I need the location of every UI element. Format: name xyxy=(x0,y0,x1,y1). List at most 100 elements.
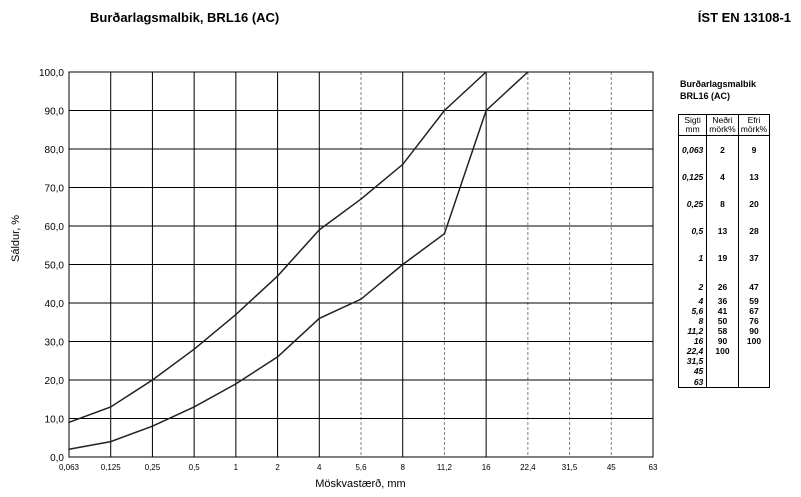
sieve-limits-table: Sigti mm Neðri mörk% Efri mörk% 0,063 2 9 0… xyxy=(677,114,771,388)
cell-lower xyxy=(706,355,739,366)
x-tick-label: 0,063 xyxy=(59,463,80,472)
upper-limit-point xyxy=(360,198,362,200)
x-tick-label: 22,4 xyxy=(520,463,536,472)
cell-sieve: 0,25 xyxy=(677,181,708,209)
col-header-upper: Efri mörk% xyxy=(737,114,771,136)
lower-limit-point xyxy=(68,448,70,451)
cell-upper xyxy=(737,355,771,366)
lower-limit-point xyxy=(276,356,279,358)
col-header-sieve: Sigti mm xyxy=(677,114,708,136)
table-row: 22,4 100 xyxy=(677,345,771,356)
y-tick-label: 60,0 xyxy=(45,222,65,233)
cell-upper: 28 xyxy=(737,208,771,236)
table-row: 0,5 13 28 xyxy=(677,208,771,236)
cell-lower: 100 xyxy=(706,345,739,356)
cell-lower: 58 xyxy=(706,325,739,336)
cell-lower: 26 xyxy=(706,262,739,292)
x-tick-label: 1 xyxy=(234,463,239,472)
cell-upper: 76 xyxy=(737,315,771,326)
y-axis-label: Sáldur, % xyxy=(10,214,22,262)
col-header-lower-line2: mörk% xyxy=(709,124,736,134)
x-tick-label: 45 xyxy=(607,463,616,472)
lower-limit-point xyxy=(360,298,362,300)
cell-upper: 37 xyxy=(737,235,771,263)
table-row: 31,5 xyxy=(677,355,771,366)
cell-sieve: 8 xyxy=(677,315,708,326)
col-header-upper-line1: Efri xyxy=(747,115,761,125)
x-axis-label: Möskvastærð, mm xyxy=(315,478,406,490)
lower-limit-point xyxy=(193,406,195,408)
upper-limit-point xyxy=(318,229,321,231)
x-tick-label: 4 xyxy=(317,463,322,472)
x-tick-label: 5,6 xyxy=(355,463,367,472)
y-tick-label: 10,0 xyxy=(45,415,65,426)
upper-limit-point xyxy=(443,109,446,112)
cell-sieve: 0,5 xyxy=(677,208,708,236)
lower-limit-point xyxy=(527,71,529,73)
table-row: 0,125 4 13 xyxy=(677,154,771,182)
col-header-sieve-line1: Sigti xyxy=(684,115,701,125)
cell-upper: 67 xyxy=(737,305,771,316)
upper-limit-point xyxy=(235,313,237,316)
cell-lower: 2 xyxy=(706,135,739,155)
upper-limit-point xyxy=(151,379,154,381)
cell-sieve: 11,2 xyxy=(677,325,708,336)
upper-limit-point xyxy=(485,71,487,73)
lower-limit-point xyxy=(235,383,237,385)
table-row: 45 xyxy=(677,365,771,376)
x-tick-label: 2 xyxy=(275,463,280,472)
cell-upper xyxy=(737,375,771,388)
y-tick-label: 30,0 xyxy=(45,338,65,349)
table-row: 63 xyxy=(677,375,771,388)
table-row: 16 90 100 xyxy=(677,335,771,346)
y-tick-label: 40,0 xyxy=(45,299,65,310)
table-row: 0,063 2 9 xyxy=(677,135,771,155)
x-tick-label: 8 xyxy=(400,463,405,472)
cell-upper: 59 xyxy=(737,291,771,306)
y-tick-label: 80,0 xyxy=(45,145,65,156)
y-tick-label: 0,0 xyxy=(50,453,64,464)
y-tick-label: 20,0 xyxy=(45,376,65,387)
table-row: 1 19 37 xyxy=(677,235,771,263)
legend-title-line1: Burðarlagsmalbik xyxy=(680,79,757,89)
lower-limit-point xyxy=(485,109,487,112)
cell-upper: 47 xyxy=(737,262,771,292)
lower-limit-point xyxy=(401,263,404,266)
cell-lower: 19 xyxy=(706,235,739,263)
cell-upper: 90 xyxy=(737,325,771,336)
y-tick-label: 90,0 xyxy=(45,107,65,118)
table-row: 11,2 58 90 xyxy=(677,325,771,336)
cell-lower: 4 xyxy=(706,154,739,182)
cell-lower: 90 xyxy=(706,335,739,346)
col-header-lower-line1: Neðri xyxy=(712,115,733,125)
cell-upper xyxy=(737,345,771,356)
lower-limit-point xyxy=(443,232,446,235)
lower-limit-point xyxy=(151,425,154,428)
cell-sieve: 0,063 xyxy=(677,135,708,155)
col-header-upper-line2: mörk% xyxy=(740,124,768,134)
table-row: 4 36 59 xyxy=(677,291,771,306)
cell-sieve: 1 xyxy=(677,235,708,263)
y-tick-label: 100,0 xyxy=(39,68,64,79)
cell-sieve: 5,6 xyxy=(677,305,708,316)
chart-title: Burðarlagsmalbik, BRL16 (AC) xyxy=(90,10,280,25)
col-header-lower: Neðri mörk% xyxy=(706,114,739,136)
table-row: 5,6 41 67 xyxy=(677,305,771,316)
plot-frame xyxy=(68,71,654,458)
col-header-sieve-line2: mm xyxy=(685,124,700,134)
y-tick-label: 50,0 xyxy=(45,261,65,272)
upper-limit-point xyxy=(276,275,279,277)
cell-sieve: 4 xyxy=(677,291,708,306)
upper-limit-point xyxy=(109,406,112,408)
upper-limit-point xyxy=(193,348,195,351)
upper-limit-point xyxy=(401,163,404,166)
standard-label: ÍST EN 13108-1 xyxy=(697,10,791,25)
x-tick-label: 31,5 xyxy=(562,463,578,472)
cell-lower: 41 xyxy=(706,305,739,316)
cell-lower xyxy=(706,375,739,388)
cell-sieve: 22,4 xyxy=(677,345,708,356)
cell-lower: 36 xyxy=(706,291,739,306)
cell-upper: 9 xyxy=(737,135,771,155)
cell-lower: 50 xyxy=(706,315,739,326)
